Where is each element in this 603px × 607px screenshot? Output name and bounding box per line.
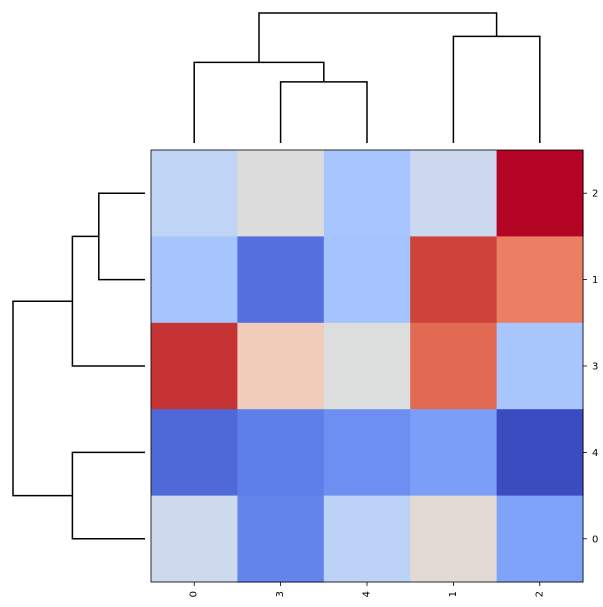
column-dendrogram-link-2 [452,35,541,143]
heatmap-cell-r3-c2 [496,322,584,410]
row-tick-label-0: 0 [592,534,598,545]
heatmap-cell-r1-c1 [410,236,498,324]
column-dendrogram-link-0 [279,81,368,143]
row-dendrogram-link-0 [98,192,145,281]
heatmap-cell-r1-c3 [237,236,325,324]
heatmap-cell-r2-c1 [410,150,498,237]
row-dendrogram [12,192,145,540]
column-dendrogram [193,12,541,143]
heatmap-cell-r2-c4 [323,150,411,237]
col-tick-label-4: 4 [362,591,373,597]
heatmap-cell-r0-c0 [151,495,238,583]
heatmap-cell-r4-c0 [151,409,238,497]
row-tick-label-3: 3 [592,362,598,373]
row-dendrogram-link-3 [12,300,73,497]
heatmap-cell-r3-c0 [151,322,238,410]
column-dendrogram-link-3 [258,12,498,63]
column-axis: 0 3 4 1 2 [189,582,545,597]
row-tick-label-4: 4 [592,448,598,459]
heatmap-cell-r4-c2 [496,409,584,497]
heatmap-cell-r1-c4 [323,236,411,324]
col-tick-label-2: 2 [534,591,545,597]
heatmap-cell-r4-c1 [410,409,498,497]
heatmap-cell-r0-c3 [237,495,325,583]
heatmap-cell-r0-c1 [410,495,498,583]
heatmap-cell-r3-c3 [237,322,325,410]
heatmap-cells [150,149,584,583]
heatmap-cell-r1-c0 [151,236,238,324]
column-dendrogram-link-1 [193,61,325,143]
row-tick-label-1: 1 [592,275,598,286]
heatmap-cell-r2-c2 [496,150,584,237]
row-dendrogram-link-1 [71,235,145,367]
heatmap-cell-r0-c2 [496,495,584,583]
row-dendrogram-link-2 [71,451,145,540]
heatmap-cell-r1-c2 [496,236,584,324]
heatmap-cell-r3-c1 [410,322,498,410]
row-axis: 2 1 3 4 0 [583,189,598,545]
heatmap-cell-r2-c3 [237,150,325,237]
row-tick-label-2: 2 [592,189,598,200]
heatmap-cell-r4-c3 [237,409,325,497]
col-tick-label-1: 1 [448,591,459,597]
heatmap-cell-r0-c4 [323,495,411,583]
heatmap-cell-r3-c4 [323,322,411,410]
col-tick-label-3: 3 [275,591,286,597]
heatmap-cell-r4-c4 [323,409,411,497]
heatmap-cell-r2-c0 [151,150,238,237]
col-tick-label-0: 0 [189,591,200,597]
